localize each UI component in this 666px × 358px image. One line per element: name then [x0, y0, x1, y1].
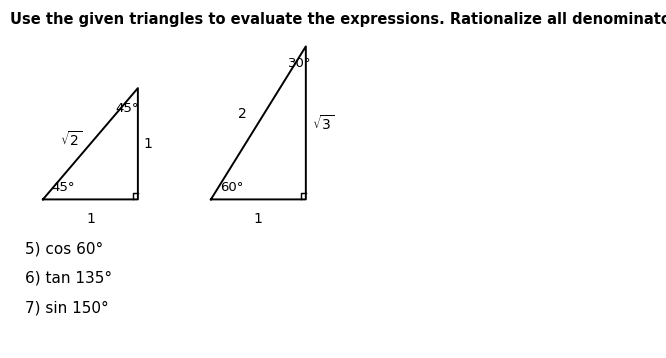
Text: 45°: 45°: [52, 181, 75, 194]
Text: $\sqrt{2}$: $\sqrt{2}$: [60, 130, 82, 149]
Text: 1: 1: [254, 212, 263, 226]
Text: 6) tan 135°: 6) tan 135°: [25, 271, 112, 286]
Text: 30°: 30°: [288, 57, 311, 69]
Text: 1: 1: [144, 137, 153, 151]
Text: 7) sin 150°: 7) sin 150°: [25, 300, 109, 315]
Text: 2: 2: [238, 107, 246, 121]
Text: 60°: 60°: [220, 181, 243, 194]
Text: Use the given triangles to evaluate the expressions. Rationalize all denominator: Use the given triangles to evaluate the …: [10, 12, 666, 27]
Text: 5) cos 60°: 5) cos 60°: [25, 241, 103, 256]
Text: 1: 1: [86, 212, 95, 226]
Text: 45°: 45°: [115, 102, 139, 115]
Text: $\sqrt{3}$: $\sqrt{3}$: [312, 114, 334, 133]
